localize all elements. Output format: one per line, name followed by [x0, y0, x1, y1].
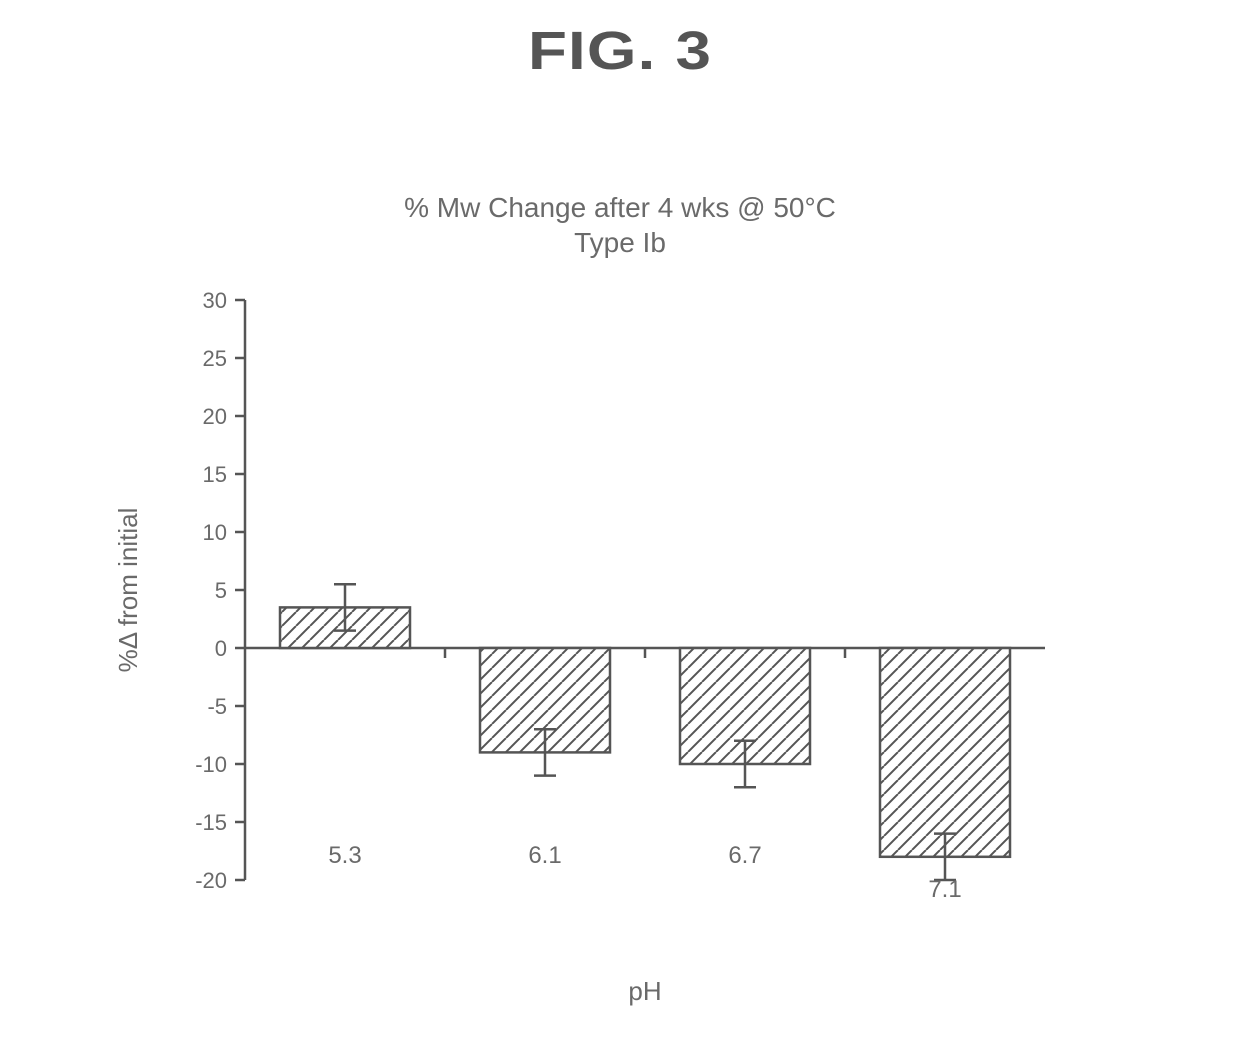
x-category-label: 6.1: [528, 842, 561, 869]
chart-title-line2: Type Ib: [574, 227, 666, 258]
y-tick-label: -10: [195, 752, 227, 777]
y-tick-label: -20: [195, 868, 227, 893]
y-tick-label: -5: [207, 694, 227, 719]
y-tick-label: 10: [203, 520, 227, 545]
x-axis-label: pH: [628, 976, 661, 1006]
y-tick-label: 0: [215, 636, 227, 661]
y-tick-label: -15: [195, 810, 227, 835]
chart-title: % Mw Change after 4 wks @ 50°C Type Ib: [0, 190, 1240, 260]
x-category-label: 7.1: [928, 876, 961, 903]
x-category-label: 5.3: [328, 842, 361, 869]
y-axis-label: %Δ from initial: [113, 508, 143, 673]
y-tick-label: 15: [203, 462, 227, 487]
page: FIG. 3 % Mw Change after 4 wks @ 50°C Ty…: [0, 0, 1240, 1052]
y-tick-label: 5: [215, 578, 227, 603]
x-category-label: 6.7: [728, 842, 761, 869]
bar: [880, 648, 1010, 857]
bar-chart: -20 -15 -10 -5 0 5 10 15 20 25 30 5.3 6.1 6.7 7.1 %Δ fr…: [100, 290, 1065, 1030]
y-tick-label: 25: [203, 346, 227, 371]
y-tick-label: 30: [203, 290, 227, 313]
chart-title-line1: % Mw Change after 4 wks @ 50°C: [404, 192, 836, 223]
figure-label: FIG. 3: [0, 20, 1240, 82]
y-tick-label: 20: [203, 404, 227, 429]
